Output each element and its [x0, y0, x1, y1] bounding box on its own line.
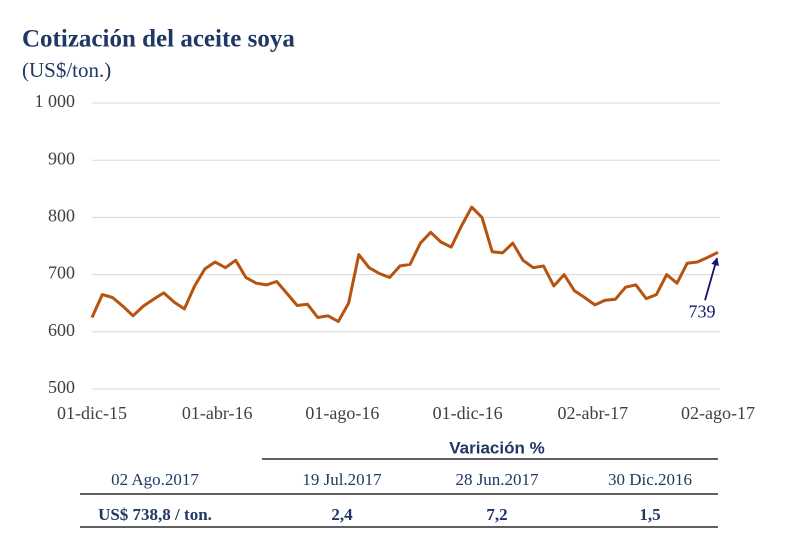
x-tick-label: 01-dic-15 [57, 403, 127, 423]
y-tick-label: 500 [48, 377, 75, 397]
x-tick-label: 02-ago-17 [681, 403, 755, 423]
x-tick-label: 01-ago-16 [305, 403, 379, 423]
column-header: 28 Jun.2017 [455, 470, 539, 489]
price-line [90, 205, 719, 323]
column-header: 19 Jul.2017 [302, 470, 382, 489]
chart-title: Cotización del aceite soya [22, 26, 295, 53]
plot-area: 500 600 700 800 900 1 000 01-dic-15 01-abr-16 01… [35, 91, 755, 423]
y-tick-label: 900 [48, 148, 75, 168]
x-tick-label: 01-abr-16 [182, 403, 253, 423]
table-cell: 1,5 [639, 505, 660, 524]
x-tick-label: 02-abr-17 [557, 403, 628, 423]
column-header: 02 Ago.2017 [111, 470, 199, 489]
table-cell: US$ 738,8 / ton. [98, 505, 212, 524]
chart-subtitle: (US$/ton.) [22, 58, 111, 82]
y-tick-label: 600 [48, 320, 75, 340]
table-group-header: Variación % [449, 438, 544, 457]
column-header: 30 Dic.2016 [608, 470, 692, 489]
annotation: 739 [689, 301, 716, 321]
x-tick-label: 01-dic-16 [433, 403, 503, 423]
y-tick-label: 800 [48, 206, 75, 226]
y-tick-label: 1 000 [35, 91, 76, 111]
annotation-arrow [704, 257, 719, 301]
table-cell: 7,2 [486, 505, 507, 524]
summary-table: Variación % 02 Ago.2017 19 Jul.2017 28 Jun… [80, 438, 718, 528]
table-cell: 2,4 [331, 505, 353, 524]
y-tick-label: 700 [48, 263, 75, 283]
